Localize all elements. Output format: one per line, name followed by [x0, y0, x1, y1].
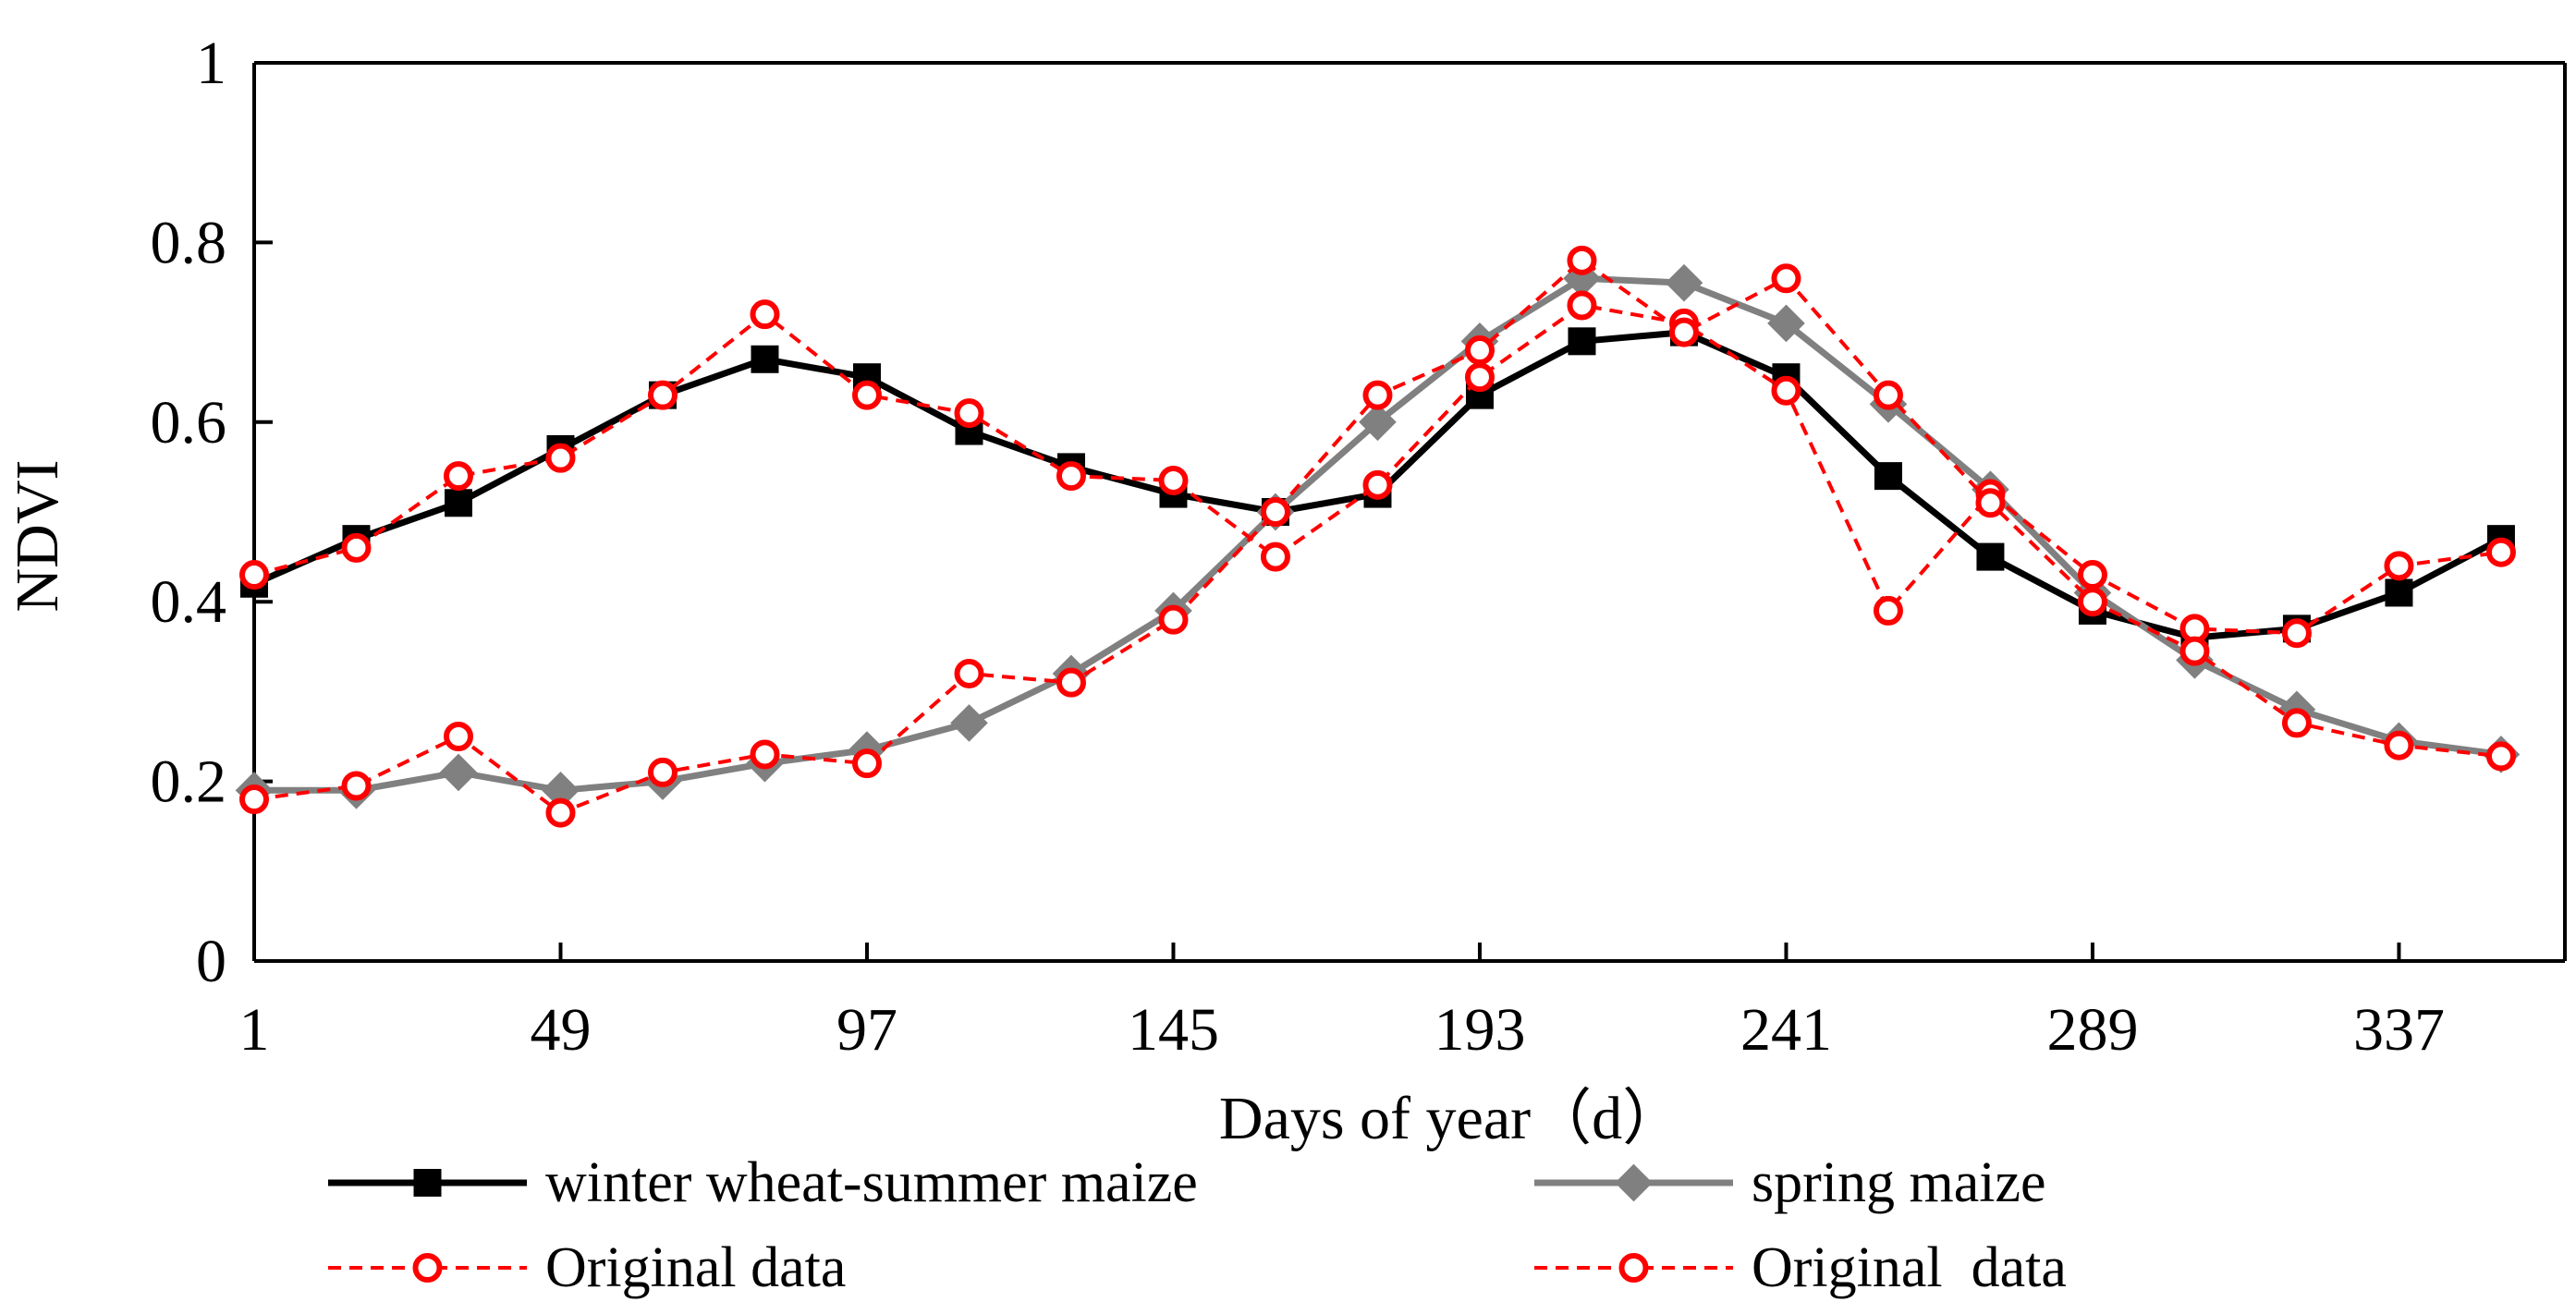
series-1	[235, 259, 2521, 809]
data-point-square	[1568, 327, 1596, 356]
legend-item-original-data-1: Original data	[328, 1236, 846, 1299]
data-point-circle	[2281, 708, 2312, 738]
data-point-circle	[1771, 263, 1801, 294]
data-point-circle	[2485, 537, 2516, 567]
data-point-circle	[2384, 730, 2414, 760]
data-point-square	[1874, 462, 1902, 491]
data-point-diamond	[439, 753, 478, 792]
data-point-circle	[1464, 362, 1495, 393]
data-point-square	[413, 1169, 442, 1197]
legend-label-original-data-1: Original data	[545, 1236, 846, 1299]
y-axis-title: NDVI	[4, 460, 71, 613]
data-point-circle	[1362, 380, 1393, 410]
data-point-circle	[750, 299, 780, 330]
x-axis-title: Days of year（d）	[1219, 1085, 1683, 1152]
legend: winter wheat-summer maize spring maize O…	[328, 1151, 2067, 1299]
x-tick-label: 1	[239, 996, 270, 1064]
legend-item-spring-maize: spring maize	[1534, 1151, 2046, 1214]
data-point-circle	[647, 380, 678, 410]
data-point-circle	[1056, 461, 1086, 492]
data-point-circle	[412, 1253, 443, 1283]
data-point-circle	[1362, 469, 1393, 500]
data-point-square	[444, 489, 472, 517]
data-point-circle	[443, 722, 473, 751]
axes	[252, 61, 2567, 963]
x-tick-label: 49	[530, 996, 591, 1064]
data-point-circle	[1668, 317, 1699, 347]
x-tick-label: 97	[836, 996, 897, 1064]
data-point-circle	[2077, 560, 2107, 590]
legend-item-original-data-2: Original data	[1534, 1236, 2067, 1299]
legend-item-winter-wheat-summer-maize: winter wheat-summer maize	[328, 1151, 1198, 1214]
data-point-circle	[239, 560, 269, 590]
y-ticks: 0 0.2 0.4 0.6 0.8 1	[151, 30, 273, 995]
series-line	[253, 258, 2502, 815]
data-point-circle	[2281, 618, 2312, 649]
data-point-circle	[2384, 551, 2414, 581]
data-point-circle	[1260, 541, 1290, 572]
y-tick-label: 0.6	[151, 389, 227, 456]
data-point-diamond	[1359, 403, 1397, 442]
data-point-circle	[1567, 245, 1597, 275]
x-tick-label: 289	[2046, 996, 2138, 1064]
data-point-circle	[647, 757, 678, 787]
data-point-circle	[750, 739, 780, 770]
data-point-diamond	[950, 704, 988, 742]
data-point-circle	[851, 380, 882, 410]
data-point-square	[2385, 578, 2413, 607]
data-point-circle	[545, 797, 576, 828]
y-tick-label: 1	[196, 30, 226, 97]
x-tick-label: 145	[1128, 996, 1219, 1064]
data-point-circle	[1873, 595, 1903, 626]
data-point-circle	[341, 771, 372, 801]
data-point-circle	[954, 398, 984, 429]
legend-label-spring-maize: spring maize	[1752, 1151, 2046, 1214]
y-tick-label: 0.4	[151, 568, 227, 636]
data-point-circle	[1464, 335, 1495, 366]
legend-label-winter-wheat-summer-maize: winter wheat-summer maize	[545, 1151, 1198, 1214]
data-point-circle	[443, 461, 473, 492]
series-line	[253, 303, 2502, 636]
data-point-circle	[545, 443, 576, 473]
x-tick-label: 337	[2353, 996, 2445, 1064]
series-line	[254, 274, 2502, 794]
data-point-circle	[954, 658, 984, 688]
data-point-square	[1976, 542, 2005, 571]
legend-label-original-data-2: Original data	[1752, 1236, 2067, 1299]
data-point-circle	[2077, 587, 2107, 617]
data-point-circle	[851, 748, 882, 779]
data-point-circle	[2179, 636, 2210, 666]
y-tick-label: 0.8	[151, 209, 227, 276]
data-point-circle	[1618, 1253, 1649, 1283]
data-point-circle	[1873, 380, 1903, 410]
series-layer	[235, 245, 2521, 828]
data-point-circle	[1260, 497, 1290, 527]
data-point-circle	[341, 532, 372, 563]
y-tick-label: 0	[196, 928, 226, 995]
data-point-circle	[1771, 375, 1801, 406]
data-point-diamond	[1665, 263, 1703, 302]
data-point-circle	[239, 785, 269, 815]
x-ticks: 1 49 97 145 193 241 289 337	[239, 943, 2445, 1064]
data-point-circle	[1056, 667, 1086, 698]
data-point-diamond	[1767, 304, 1805, 343]
data-point-square	[751, 345, 779, 373]
data-point-circle	[1975, 488, 2006, 518]
data-point-circle	[1567, 290, 1597, 321]
series-3	[239, 245, 2516, 828]
data-point-diamond	[1615, 1163, 1653, 1202]
y-tick-label: 0.2	[151, 748, 227, 816]
data-point-circle	[1158, 465, 1189, 495]
x-tick-label: 241	[1740, 996, 1832, 1064]
x-tick-label: 193	[1434, 996, 1525, 1064]
data-point-circle	[2485, 741, 2516, 772]
series-2	[239, 290, 2516, 649]
data-point-circle	[1158, 604, 1189, 635]
